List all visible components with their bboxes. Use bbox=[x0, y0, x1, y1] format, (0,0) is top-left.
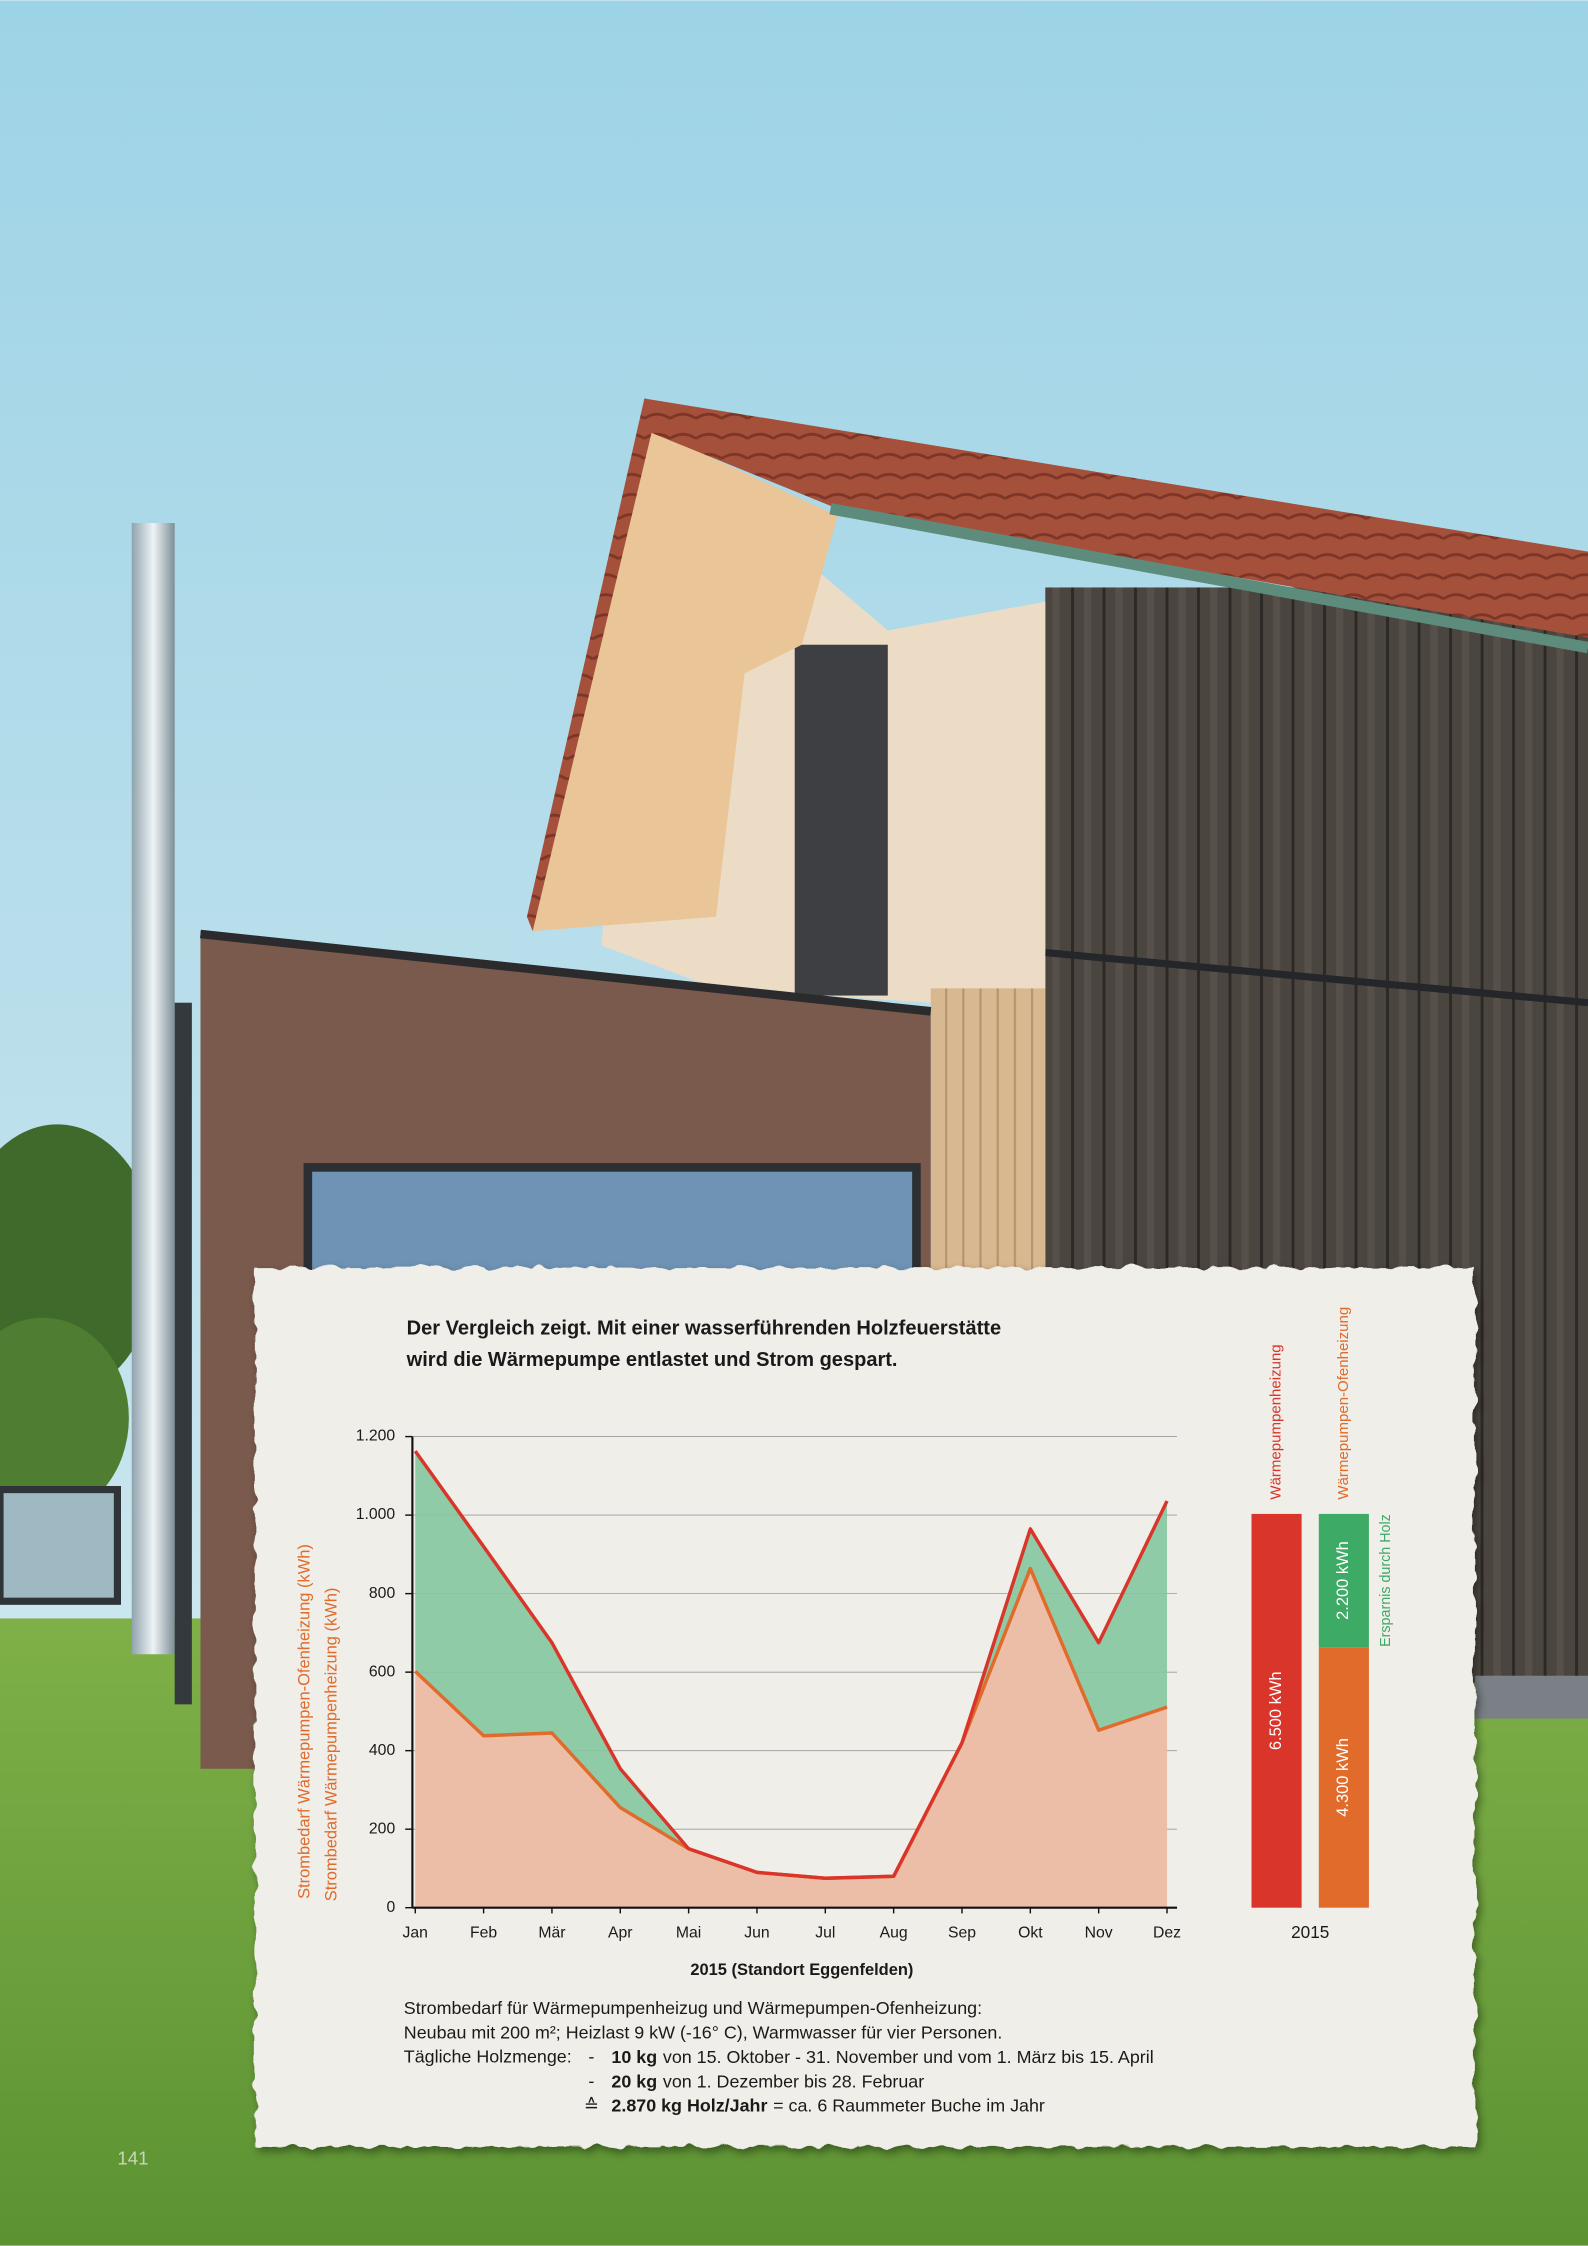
facade-trim bbox=[1044, 949, 1588, 1007]
x-tick-label: Jun bbox=[744, 1925, 769, 1942]
annex-trim bbox=[200, 929, 932, 1016]
bar-chart: 6.500 kWh 4.300 kWh 2.200 kWh Wärmepumpenhe… bbox=[1251, 1307, 1394, 1942]
x-axis-label: 2015 (Standort Eggenfelden) bbox=[690, 1961, 913, 1979]
note-marker: - bbox=[588, 2047, 594, 2067]
wood-wall bbox=[930, 988, 1046, 1275]
series-line bbox=[413, 1450, 1169, 1880]
bar bbox=[1318, 1513, 1369, 1648]
downpipe bbox=[174, 1002, 192, 1705]
y-tick-label: 0 bbox=[386, 1899, 395, 1916]
shutter bbox=[794, 644, 888, 996]
y-tick-label: 400 bbox=[369, 1742, 396, 1759]
bar bbox=[1318, 1647, 1369, 1908]
bar-value-label: 4.300 kWh bbox=[1334, 1738, 1352, 1817]
series-label: Ersparnis durch Holz bbox=[1378, 1514, 1394, 1647]
note-line: Neubau mit 200 m²; Heizlast 9 kW (-16° C… bbox=[404, 2022, 1003, 2042]
y-tick-label: 800 bbox=[369, 1585, 396, 1602]
bar-value-label: 6.500 kWh bbox=[1267, 1671, 1285, 1750]
note-text: von 1. Dezember bis 28. Februar bbox=[663, 2071, 924, 2091]
note-wood: 10 kg von 15. Oktober - 31. November und … bbox=[611, 2047, 1153, 2067]
note-marker: ≙ bbox=[584, 2095, 599, 2115]
x-tick-label: Mai bbox=[676, 1925, 701, 1942]
note-wood: 2.870 kg Holz/Jahr = ca. 6 Raummeter Buch… bbox=[611, 2095, 1044, 2115]
chart-title: wird die Wärmepumpe entlastet und Strom … bbox=[406, 1349, 898, 1371]
note-amount: 20 kg bbox=[611, 2071, 657, 2091]
x-tick-label: Mär bbox=[538, 1925, 565, 1942]
notes: Strombedarf für Wärmepumpenheizug und Wä… bbox=[404, 1998, 1154, 2115]
series-label: Wärmepumpenheizung bbox=[1268, 1344, 1285, 1499]
gutter bbox=[829, 503, 1588, 654]
x-tick-label: Aug bbox=[880, 1925, 908, 1942]
y-tick-label: 1.200 bbox=[356, 1428, 396, 1445]
x-tick-label: Sep bbox=[948, 1925, 976, 1942]
y-tick-label: 1.000 bbox=[356, 1506, 396, 1523]
note-wood: 20 kg von 1. Dezember bis 28. Februar bbox=[611, 2071, 924, 2091]
bar-value-label: 2.200 kWh bbox=[1334, 1541, 1352, 1620]
x-tick-label: 2015 bbox=[1291, 1922, 1329, 1942]
series-label: Wärmepumpen-Ofenheizung bbox=[1335, 1307, 1352, 1500]
glass-house bbox=[0, 1485, 121, 1605]
chart-title: Der Vergleich zeigt. Mit einer wasserfüh… bbox=[407, 1317, 1001, 1339]
note-text: = ca. 6 Raummeter Buche im Jahr bbox=[773, 2095, 1045, 2115]
x-tick-label: Dez bbox=[1153, 1925, 1181, 1942]
note-amount: 10 kg bbox=[611, 2047, 657, 2067]
eave bbox=[532, 429, 838, 932]
area-fill bbox=[415, 1568, 1168, 1908]
x-tick-label: Nov bbox=[1085, 1925, 1113, 1942]
base-gravel bbox=[1474, 1675, 1588, 1719]
y-axis-label: Strombedarf Wärmepumpen-Ofenheizung (kWh… bbox=[295, 1544, 313, 1899]
x-tick-label: Jul bbox=[815, 1925, 835, 1942]
y-tick-label: 200 bbox=[369, 1820, 396, 1837]
x-tick-label: Feb bbox=[470, 1925, 497, 1942]
y-axis-label: Strombedarf Wärmepumpenheizung (kWh) bbox=[323, 1588, 341, 1902]
x-tick-label: Apr bbox=[608, 1925, 633, 1942]
roof bbox=[526, 398, 1588, 932]
note-marker: - bbox=[588, 2071, 594, 2091]
note-amount: 2.870 kg Holz/Jahr bbox=[611, 2095, 767, 2115]
y-tick-label: 600 bbox=[369, 1663, 396, 1680]
note-label: Tägliche Holzmenge: bbox=[404, 2047, 572, 2067]
savings-band bbox=[415, 1451, 1168, 1879]
plot: 0 200 400 600 800 1.000 1.200 Jan Feb Mär Apr Mai Ju… bbox=[356, 1428, 1181, 1942]
chimney bbox=[131, 523, 175, 1655]
note-text: von 15. Oktober - 31. November und vom 1… bbox=[663, 2047, 1154, 2067]
tree bbox=[0, 1317, 129, 1519]
bar bbox=[1251, 1513, 1302, 1908]
page-number: 141 bbox=[117, 2148, 148, 2169]
x-tick-label: Jan bbox=[403, 1925, 428, 1942]
note-line: Strombedarf für Wärmepumpenheizug und Wä… bbox=[404, 1998, 982, 2018]
x-tick-label: Okt bbox=[1018, 1925, 1043, 1942]
